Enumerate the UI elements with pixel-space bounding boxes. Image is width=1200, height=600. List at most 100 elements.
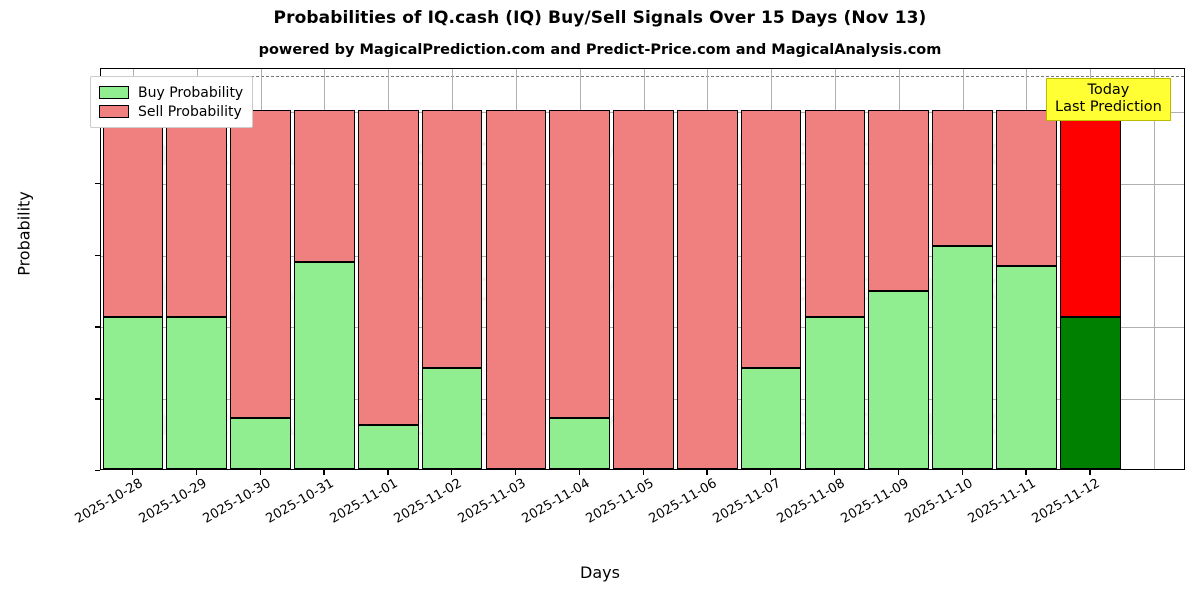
chart-title: Probabilities of IQ.cash (IQ) Buy/Sell S… xyxy=(273,8,927,28)
x-tick-label: 2025-11-04 xyxy=(519,476,593,527)
y-axis-label: Probability xyxy=(14,191,34,276)
bar-segment-buy[interactable] xyxy=(357,424,419,469)
legend-label-buy: Buy Probability xyxy=(138,84,244,101)
x-tick-label: 2025-11-01 xyxy=(327,476,401,527)
bar-segment-sell[interactable] xyxy=(1059,110,1121,317)
bar-segment-sell[interactable] xyxy=(932,110,993,246)
x-tick-mark xyxy=(961,470,963,475)
today-annotation: Today Last Prediction xyxy=(1046,78,1171,122)
bar-segment-sell[interactable] xyxy=(613,110,674,469)
bar-stack[interactable] xyxy=(102,69,164,469)
bar-stack[interactable] xyxy=(230,69,291,469)
bar-segment-sell[interactable] xyxy=(677,110,738,469)
bar-segment-buy[interactable] xyxy=(166,316,228,469)
x-tick-label: 2025-11-12 xyxy=(1029,476,1103,527)
x-tick-mark xyxy=(259,470,261,475)
bar-segment-sell[interactable] xyxy=(230,110,291,419)
x-tick-mark xyxy=(387,470,389,475)
x-axis-label: Days xyxy=(580,563,620,582)
bar-segment-sell[interactable] xyxy=(357,110,419,425)
legend-item-buy: Buy Probability xyxy=(99,83,243,102)
legend-swatch-sell xyxy=(99,105,129,118)
bar-segment-buy[interactable] xyxy=(102,316,164,469)
y-tick-mark xyxy=(95,326,100,328)
reference-dashed-line xyxy=(101,76,1184,78)
x-tick-mark xyxy=(323,470,325,475)
bar-stack[interactable] xyxy=(804,69,866,469)
bar-stack[interactable] xyxy=(294,69,355,469)
legend-swatch-buy xyxy=(99,86,129,99)
bar-segment-buy[interactable] xyxy=(804,316,866,469)
x-tick-label: 2025-11-09 xyxy=(838,476,912,527)
x-tick-label: 2025-11-03 xyxy=(455,476,529,527)
today-annotation-line1: Today xyxy=(1087,82,1130,98)
x-tick-mark xyxy=(195,470,198,475)
bar-segment-sell[interactable] xyxy=(294,110,355,262)
x-tick-label: 2025-11-02 xyxy=(391,476,465,527)
bar-stack[interactable] xyxy=(677,69,738,469)
y-tick-mark xyxy=(95,398,100,400)
x-tick-label: 2025-10-31 xyxy=(263,476,337,527)
bar-segment-buy[interactable] xyxy=(1059,316,1121,469)
bar-stack[interactable] xyxy=(485,69,547,469)
bar-stack[interactable] xyxy=(357,69,419,469)
bar-segment-buy[interactable] xyxy=(294,261,355,469)
bar-segment-sell[interactable] xyxy=(485,110,547,469)
x-tick-label: 2025-11-11 xyxy=(965,476,1039,527)
bar-stack[interactable] xyxy=(613,69,674,469)
chart-legend: Buy Probability Sell Probability xyxy=(90,76,254,128)
bar-segment-sell[interactable] xyxy=(166,110,228,317)
x-tick-mark xyxy=(514,470,517,475)
x-tick-mark xyxy=(897,470,900,475)
bar-segment-sell[interactable] xyxy=(740,110,802,368)
x-tick-mark xyxy=(451,470,453,475)
x-tick-mark xyxy=(770,470,772,475)
x-gridline xyxy=(1154,69,1156,469)
bar-segment-buy[interactable] xyxy=(932,245,993,469)
x-tick-mark xyxy=(833,470,836,475)
x-tick-label: 2025-11-08 xyxy=(774,476,848,527)
bar-stack[interactable] xyxy=(1059,69,1121,469)
legend-label-sell: Sell Probability xyxy=(138,103,242,120)
y-tick-mark xyxy=(95,470,100,472)
x-tick-mark xyxy=(706,470,708,475)
chart-subtitle: powered by MagicalPrediction.com and Pre… xyxy=(258,42,942,58)
bar-segment-buy[interactable] xyxy=(740,367,802,469)
x-tick-label: 2025-11-05 xyxy=(583,476,656,527)
x-tick-label: 2025-10-29 xyxy=(136,476,210,527)
bar-stack[interactable] xyxy=(868,69,930,469)
bar-segment-sell[interactable] xyxy=(996,110,1057,266)
bar-stack[interactable] xyxy=(549,69,610,469)
bar-segment-buy[interactable] xyxy=(549,418,610,469)
x-tick-label: 2025-10-30 xyxy=(200,476,274,527)
y-tick-mark xyxy=(95,254,100,256)
bar-segment-buy[interactable] xyxy=(230,418,291,469)
bar-segment-sell[interactable] xyxy=(868,110,930,292)
bar-stack[interactable] xyxy=(932,69,993,469)
x-tick-mark xyxy=(131,470,134,475)
bar-segment-buy[interactable] xyxy=(421,367,483,469)
x-tick-label: 2025-11-07 xyxy=(710,476,784,527)
x-tick-label: 2025-10-28 xyxy=(72,476,146,527)
bar-stack[interactable] xyxy=(166,69,228,469)
bar-segment-buy[interactable] xyxy=(868,291,930,469)
x-tick-label: 2025-11-06 xyxy=(646,476,720,527)
x-tick-mark xyxy=(578,470,580,475)
bar-segment-sell[interactable] xyxy=(804,110,866,317)
bar-stack[interactable] xyxy=(421,69,483,469)
bar-stack[interactable] xyxy=(740,69,802,469)
x-tick-mark xyxy=(1025,470,1027,475)
bar-segment-sell[interactable] xyxy=(102,110,164,317)
legend-item-sell: Sell Probability xyxy=(99,102,243,121)
y-tick-mark xyxy=(95,182,100,185)
bar-segment-sell[interactable] xyxy=(549,110,610,419)
x-tick-mark xyxy=(1089,470,1091,475)
bar-segment-sell[interactable] xyxy=(421,110,483,368)
bar-stack[interactable] xyxy=(996,69,1057,469)
x-tick-mark xyxy=(642,470,644,475)
x-tick-label: 2025-11-10 xyxy=(902,476,976,527)
plot-area: MagicalAnalysis.comMagicalPrediction.com… xyxy=(100,68,1185,470)
today-annotation-line2: Last Prediction xyxy=(1055,99,1162,116)
bar-segment-buy[interactable] xyxy=(996,265,1057,469)
